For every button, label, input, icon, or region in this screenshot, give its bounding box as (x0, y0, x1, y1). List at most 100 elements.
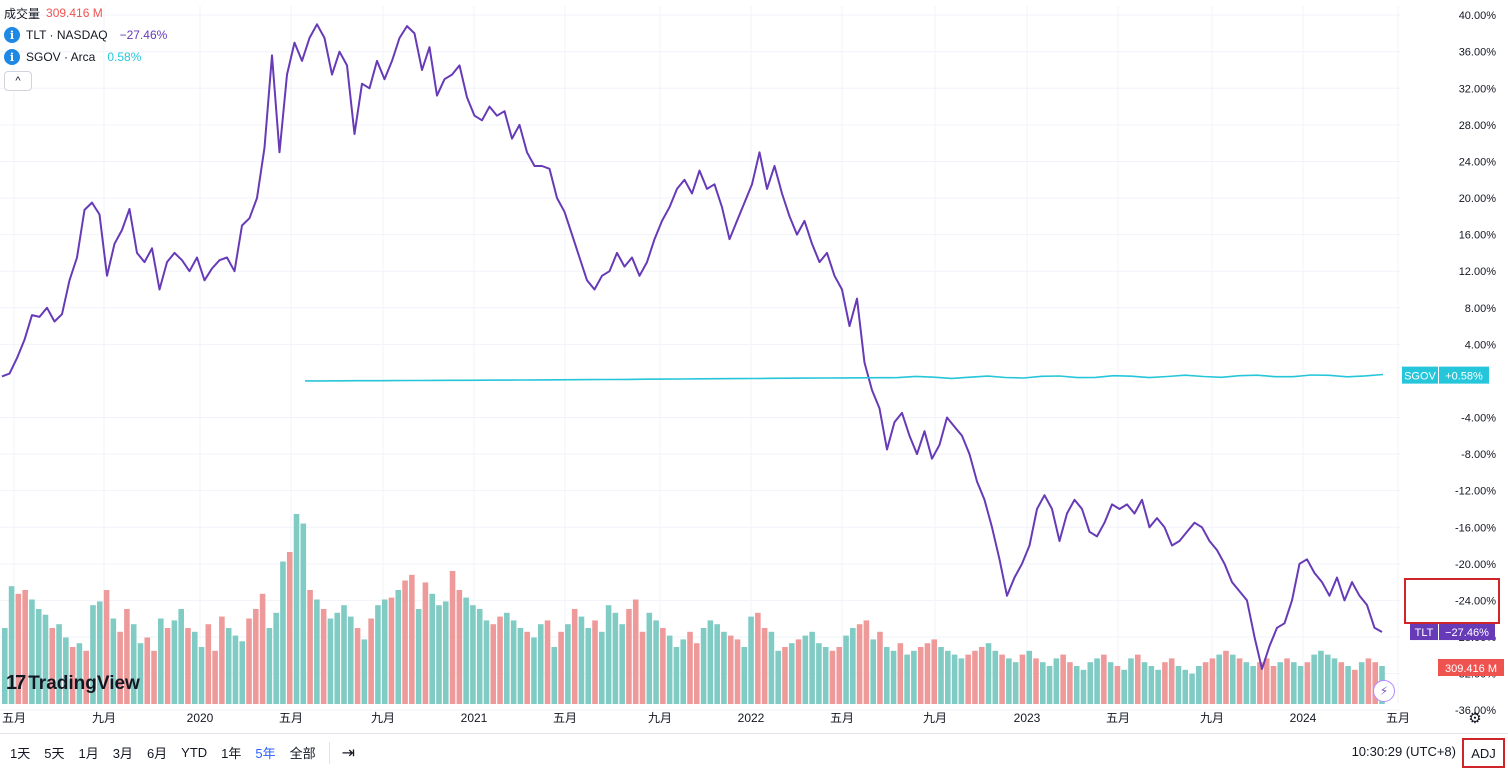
volume-bar (972, 650, 978, 704)
volume-bar (741, 647, 748, 704)
volume-bar (985, 643, 992, 704)
volume-bar (1148, 666, 1155, 704)
volume-bar (90, 605, 96, 704)
x-tick-label: 九月 (371, 711, 395, 725)
volume-bar (517, 628, 524, 704)
range-button[interactable]: 6月 (146, 746, 168, 761)
volume-bar (694, 643, 700, 704)
volume-bar (1229, 654, 1236, 704)
volume-bar (164, 628, 171, 704)
volume-bar (585, 628, 592, 704)
volume-bar (76, 643, 83, 704)
volume-bar (158, 618, 164, 704)
legend-volume: 成交量 309.416 M (4, 2, 167, 24)
volume-bar (1175, 666, 1182, 704)
y-tick-label: -4.00% (1461, 413, 1496, 425)
volume-bar (1297, 666, 1304, 704)
volume-bar (1365, 658, 1372, 704)
volume-bar (1209, 658, 1216, 704)
volume-bar (768, 631, 775, 704)
volume-bar (1270, 666, 1277, 704)
legend-tlt[interactable]: i TLT · NASDAQ −27.46% (4, 24, 167, 46)
volume-bar (239, 641, 246, 704)
volume-bar (286, 552, 293, 704)
tlt-symbol: TLT · NASDAQ (26, 28, 108, 42)
info-icon[interactable]: i (4, 49, 20, 65)
volume-bar (35, 609, 42, 704)
volume-bar (700, 628, 707, 704)
volume-bar (1033, 658, 1039, 704)
range-button[interactable]: 全部 (289, 746, 316, 761)
legend-sgov[interactable]: i SGOV · Arca 0.58% (4, 46, 167, 68)
volume-bar (775, 650, 781, 704)
volume-bar (571, 609, 578, 704)
x-tick-label: 五月 (279, 711, 303, 725)
tradingview-logo[interactable]: 17 TradingView (6, 672, 140, 695)
x-tick-label: 五月 (1106, 711, 1130, 725)
volume-bar (212, 650, 218, 704)
volume-bar (22, 590, 28, 704)
volume-bar (1345, 666, 1351, 704)
volume-bar (449, 571, 456, 704)
range-button[interactable]: 3月 (112, 746, 133, 761)
volume-bar (15, 593, 22, 704)
volume-bar (1141, 662, 1148, 704)
range-button[interactable]: 5年 (255, 746, 276, 761)
volume-bar (626, 609, 632, 704)
range-button[interactable]: 1月 (78, 746, 99, 761)
volume-bar (327, 618, 334, 704)
range-button[interactable]: 1年 (221, 746, 242, 761)
volume-bar (531, 637, 537, 704)
tlt-line (1, 23, 1383, 670)
volume-bar (293, 514, 300, 704)
volume-bar (1223, 650, 1229, 704)
bolt-icon[interactable]: ⚡ (1373, 680, 1395, 702)
volume-bar (904, 654, 910, 704)
volume-bar (83, 650, 89, 704)
chart-area[interactable]: 40.00% 36.00% 32.00% 28.00% 24.00% 20.00% 16.0… (0, 0, 1508, 733)
volume-bar (29, 599, 35, 704)
volume-bar (415, 609, 422, 704)
volume-bar (978, 647, 985, 704)
price-chart[interactable]: 40.00% 36.00% 32.00% 28.00% 24.00% 20.00% 16.0… (0, 0, 1508, 733)
adj-button[interactable]: ADJ (1462, 738, 1505, 768)
y-tick-label: 12.00% (1459, 266, 1497, 278)
volume-bar (748, 616, 754, 704)
volume-bar (592, 620, 598, 704)
volume-bar (1304, 662, 1311, 704)
x-tick-label: 2020 (187, 711, 214, 725)
range-button[interactable]: YTD (181, 745, 208, 760)
range-button[interactable]: 5天 (44, 746, 65, 761)
volume-bar (1053, 658, 1060, 704)
volume-value: 309.416 M (46, 6, 103, 20)
goto-date-icon[interactable]: ⇥ (341, 744, 356, 762)
sgov-change: 0.58% (107, 50, 142, 64)
collapse-icon[interactable]: ^ (4, 71, 32, 91)
time-readout[interactable]: 10:30:29 (UTC+8) (1351, 744, 1456, 759)
volume-bar (673, 647, 680, 704)
volume-bar (1162, 662, 1168, 704)
volume-bar (103, 590, 110, 704)
volume-bar (388, 597, 395, 704)
volume-bar (877, 631, 883, 704)
volume-bar (1101, 654, 1107, 704)
volume-bar (348, 616, 354, 704)
volume-bar (334, 612, 341, 704)
volume-bar (307, 590, 313, 704)
volume-bar (680, 639, 687, 704)
volume-bar (1155, 669, 1161, 704)
tradingview-logo-mark: 17 (6, 672, 26, 694)
settings-icon[interactable]: ⚙ (1468, 710, 1482, 727)
volume-bar (69, 647, 76, 704)
volume-bar (1080, 669, 1087, 704)
volume-bar (361, 639, 368, 704)
info-icon[interactable]: i (4, 27, 20, 43)
range-button[interactable]: 1天 (10, 746, 31, 761)
volume-bar (578, 616, 585, 704)
volume-bar (280, 561, 286, 704)
volume-bar (1006, 658, 1012, 704)
volume-bar (178, 609, 184, 704)
volume-bar (1060, 654, 1066, 704)
volume-bar (1236, 658, 1243, 704)
volume-bar (850, 628, 856, 704)
